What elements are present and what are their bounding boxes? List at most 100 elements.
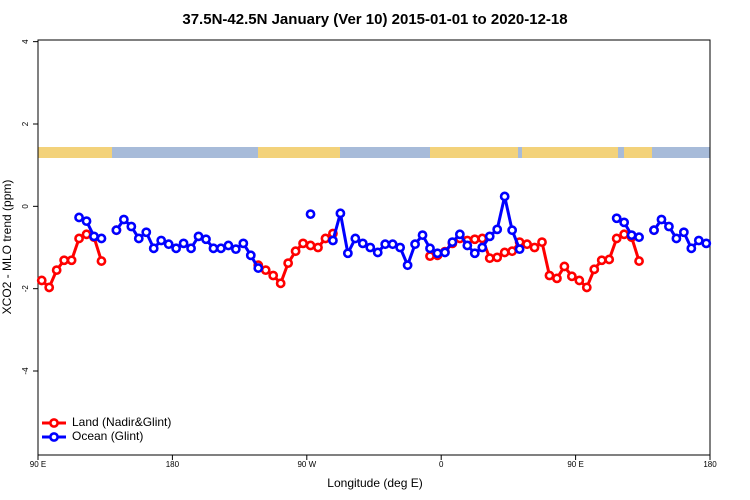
data-point (529, 242, 540, 253)
data-point (81, 216, 92, 227)
land-strip (624, 147, 652, 158)
data-point (678, 227, 689, 238)
data-point (320, 233, 331, 244)
data-point (74, 212, 84, 223)
data-point (305, 240, 316, 251)
data-point (462, 240, 473, 251)
data-point (186, 243, 196, 254)
data-point (283, 258, 294, 269)
ocean-strip (38, 147, 710, 158)
land-strip (38, 147, 112, 158)
data-point (395, 242, 406, 253)
data-point (440, 247, 450, 258)
data-point (425, 243, 435, 254)
data-point (387, 239, 398, 250)
data-point (201, 234, 211, 245)
data-point (275, 278, 286, 289)
data-point (96, 256, 107, 266)
data-point (148, 243, 159, 254)
data-point (499, 191, 510, 202)
data-point (372, 247, 383, 258)
data-point (193, 231, 204, 242)
y-tick-label: 0 (21, 204, 30, 209)
data-point (141, 227, 152, 238)
data-point (492, 224, 503, 235)
data-point (447, 237, 458, 248)
data-point (118, 214, 129, 225)
data-point (216, 243, 226, 254)
data-point (432, 248, 443, 259)
data-point (566, 271, 577, 282)
data-point (44, 282, 55, 293)
data-point (589, 264, 600, 275)
data-point (552, 273, 562, 284)
series-line (42, 230, 654, 287)
x-tick-label: 180 (703, 460, 717, 469)
data-point (59, 255, 70, 266)
data-point (51, 265, 62, 276)
data-point (96, 233, 107, 244)
x-tick-label: 90 E (567, 460, 583, 469)
data-point (656, 214, 667, 225)
data-point (126, 221, 137, 232)
data-point (611, 213, 622, 224)
legend-label: Land (Nadir&Glint) (72, 415, 171, 429)
data-point (268, 270, 279, 281)
land-strip (430, 147, 518, 158)
x-tick-label: 90 W (297, 460, 316, 469)
data-point (365, 242, 376, 253)
data-point (469, 234, 480, 245)
data-point (492, 252, 503, 263)
data-point (89, 231, 99, 242)
data-point (253, 263, 264, 273)
data-point (260, 265, 271, 276)
data-point (619, 229, 630, 240)
y-tick-label: -2 (21, 285, 30, 293)
data-point (290, 246, 301, 257)
data-point (477, 242, 488, 253)
data-point (701, 238, 712, 249)
data-point (604, 254, 615, 265)
data-point (230, 244, 241, 255)
data-point (454, 229, 465, 240)
y-tick-label: -4 (21, 367, 30, 375)
data-point (477, 233, 488, 244)
data-point (380, 239, 391, 250)
data-point (305, 209, 316, 220)
data-point (574, 275, 585, 286)
data-point (417, 230, 428, 241)
land-strip (258, 147, 340, 158)
map-strip (38, 147, 710, 158)
data-point (507, 225, 518, 236)
data-point (484, 231, 495, 242)
data-point (335, 208, 346, 219)
data-point (537, 237, 547, 248)
data-point (514, 244, 525, 255)
data-point (507, 246, 518, 257)
y-axis-label: XCO2 - MLO trend (ppm) (0, 180, 14, 315)
data-point (484, 253, 495, 264)
data-point (693, 235, 704, 246)
data-point (298, 238, 308, 249)
x-axis-label: Longitude (deg E) (327, 476, 422, 490)
y-tick-label: 2 (21, 121, 30, 126)
data-point (81, 229, 92, 240)
x-tick-label: 0 (439, 460, 444, 469)
plot-frame (37, 39, 711, 456)
data-point (74, 233, 84, 244)
data-point (357, 238, 368, 249)
land-strip (522, 147, 618, 158)
data-point (133, 233, 144, 244)
data-point (171, 243, 182, 254)
data-point (208, 243, 219, 254)
data-point (469, 248, 480, 259)
data-point (313, 242, 323, 253)
data-point (223, 240, 234, 251)
data-point (619, 217, 630, 228)
data-point (238, 238, 249, 249)
chart-title: 37.5N-42.5N January (Ver 10) 2015-01-01 … (182, 11, 567, 28)
data-point (544, 270, 555, 281)
data-point (671, 233, 682, 244)
data-point (634, 256, 644, 266)
